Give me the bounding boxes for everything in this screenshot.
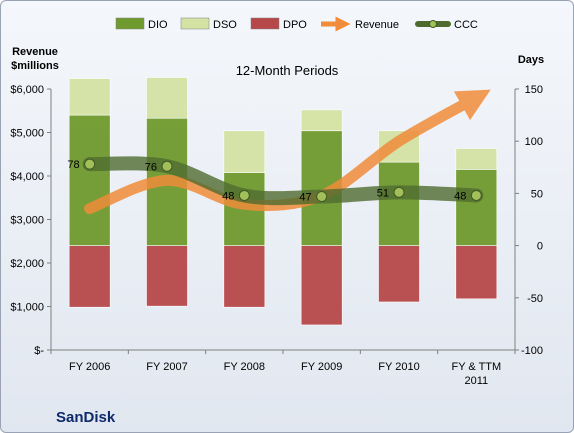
legend-marker-ccc	[429, 20, 437, 28]
legend-label-dpo: DPO	[283, 19, 307, 31]
x-tick-label-line: 2011	[465, 375, 489, 387]
legend-label-dio: DIO	[148, 19, 168, 31]
dso-bar	[300, 109, 343, 132]
dpo-bar	[378, 245, 420, 303]
x-tick-label: FY 2008	[224, 361, 265, 373]
right-axis-title: Days	[518, 54, 544, 66]
left-tick-label: $3,000	[10, 215, 44, 227]
legend-label-dso: DSO	[213, 19, 237, 31]
legend-swatch-dpo	[250, 17, 280, 30]
chart-subtitle: 12-Month Periods	[236, 63, 339, 78]
ccc-data-label: 51	[377, 187, 389, 199]
ccc-point	[470, 189, 482, 201]
left-tick-label: $2,000	[10, 258, 44, 270]
dso-bar	[455, 148, 498, 170]
x-tick-label-line: FY 2006	[69, 361, 110, 373]
ccc-line	[82, 156, 484, 206]
x-tick-label-line: FY 2009	[301, 361, 342, 373]
x-tick-label: FY 2007	[146, 361, 187, 373]
axes: $- $1,000 $2,000 $3,000 $4,000 $5,000 $6,000 -1…	[10, 84, 543, 357]
dpo-bar	[300, 245, 343, 326]
legend-swatch-dio	[115, 17, 145, 30]
legend-label-revenue: Revenue	[355, 19, 399, 31]
left-axis-title-line: Revenue	[12, 46, 58, 58]
right-tick-label: -100	[521, 345, 543, 357]
right-tick-label: 100	[525, 136, 543, 148]
right-tick-label: 0	[537, 241, 543, 253]
left-tick-label: $-	[34, 345, 44, 357]
x-tick-label-line: FY 2010	[378, 361, 419, 373]
dso-bar	[68, 78, 111, 116]
ccc-data-label: 47	[299, 192, 311, 204]
ccc-point	[393, 186, 405, 198]
x-tick-label-line: FY 2007	[146, 361, 187, 373]
ccc-data-label: 48	[222, 190, 234, 202]
left-tick-label: $5,000	[10, 128, 44, 140]
legend-label-ccc: CCC	[454, 19, 478, 31]
company-name: SanDisk	[56, 409, 116, 426]
right-tick-label: 50	[531, 188, 543, 200]
dio-bar	[378, 161, 420, 246]
ccc-series: 78 76 48 47 51 48	[67, 156, 484, 206]
x-tick-label: FY 2010	[378, 361, 419, 373]
right-tick-label: -50	[527, 293, 543, 305]
dpo-bar	[223, 245, 266, 308]
x-tick-label: FY 2006	[69, 361, 110, 373]
dso-bar	[223, 130, 266, 173]
left-tick-label: $4,000	[10, 171, 44, 183]
dpo-bar	[68, 245, 111, 308]
ccc-data-label: 76	[145, 161, 157, 173]
dio-bar	[455, 169, 498, 246]
legend: DIO DSO DPO Revenue CCC	[115, 16, 478, 32]
left-tick-label: $6,000	[10, 84, 44, 96]
x-tick-label: FY 2009	[301, 361, 342, 373]
ccc-point	[316, 191, 328, 203]
ccc-point	[238, 189, 250, 201]
x-tick-label-line: FY 2008	[224, 361, 265, 373]
dio-bar	[68, 114, 111, 246]
x-tick-label: FY & TTM 2011	[451, 361, 501, 387]
right-tick-label: 150	[525, 84, 543, 96]
x-axis-labels: FY 2006 FY 2007 FY 2008 FY 2009 FY 2010 FY & …	[69, 361, 501, 387]
ccc-data-label: 48	[454, 190, 466, 202]
left-axis-title: Revenue $millions	[11, 46, 59, 72]
legend-swatch-dso	[180, 17, 210, 30]
ccc-data-label: 78	[67, 159, 79, 171]
left-axis-title-line: $millions	[11, 60, 59, 72]
dso-bar	[146, 77, 188, 119]
x-tick-label-line: FY & TTM	[451, 361, 501, 373]
dpo-bar	[146, 245, 188, 307]
ccc-point	[84, 158, 96, 170]
left-tick-label: $1,000	[10, 302, 44, 314]
dpo-bar	[455, 245, 498, 300]
ccc-point	[161, 160, 173, 172]
